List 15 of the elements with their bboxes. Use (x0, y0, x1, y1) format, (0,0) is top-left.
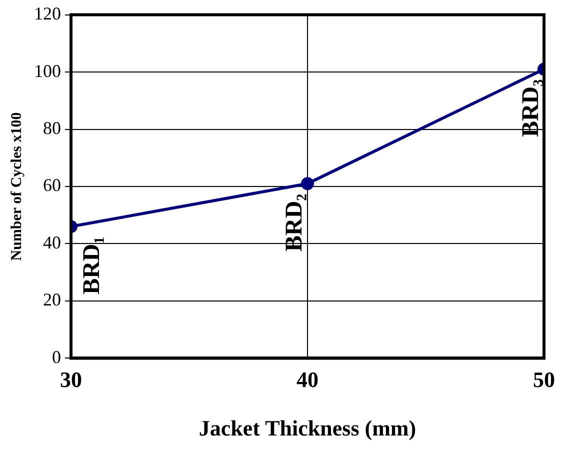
y-tick-label: 120 (34, 4, 61, 24)
y-tick-label: 20 (43, 290, 61, 310)
y-tick-label: 100 (34, 60, 61, 81)
y-tick-label: 60 (43, 175, 61, 196)
annotation: BRD₁ (79, 236, 105, 294)
x-tick-label: 50 (533, 367, 555, 392)
y-axis-title: Number of Cycles x100 (8, 112, 25, 261)
annotation: BRD₂ (282, 194, 308, 252)
y-tick-label: 0 (52, 346, 61, 367)
x-tick-label: 30 (60, 367, 82, 392)
x-axis-title: Jacket Thickness (mm) (198, 415, 416, 440)
x-tick-label: 40 (296, 367, 318, 392)
y-tick-label: 80 (43, 118, 61, 138)
y-tick-label: 40 (43, 232, 61, 252)
annotation: BRD₃ (518, 79, 544, 138)
